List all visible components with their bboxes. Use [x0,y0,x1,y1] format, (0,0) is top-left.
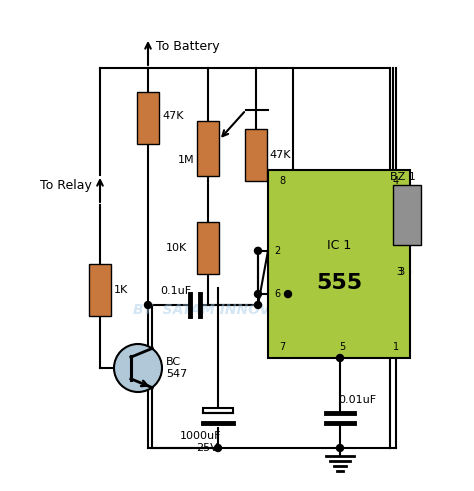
Text: BY  SATAM INNOVATIONS: BY SATAM INNOVATIONS [133,303,327,317]
Bar [245,129,267,181]
Text: To Battery: To Battery [156,39,219,53]
Circle shape [337,444,344,452]
Bar [89,264,111,316]
Text: 7: 7 [279,342,285,352]
Circle shape [337,355,344,361]
Circle shape [255,247,262,254]
Text: 10K: 10K [166,243,187,253]
Text: 4: 4 [393,176,399,186]
Text: 3: 3 [398,267,404,276]
Bar [137,92,159,144]
Text: 47K: 47K [269,150,291,160]
Text: 47K: 47K [162,111,183,121]
Text: 8: 8 [279,176,285,186]
Text: To Relay: To Relay [40,179,92,191]
Text: 6: 6 [274,289,280,299]
Circle shape [255,291,262,298]
Text: 1K: 1K [114,285,128,295]
Text: 5: 5 [339,342,345,352]
Bar [393,185,421,245]
Bar [268,170,410,358]
Text: 0.01uF: 0.01uF [338,395,376,405]
Text: 547: 547 [166,369,187,379]
Circle shape [284,291,292,298]
Text: 1M: 1M [178,155,195,165]
Text: 3: 3 [396,267,402,276]
Text: 555: 555 [316,273,362,293]
Bar [197,222,219,274]
Text: 0.1uF: 0.1uF [160,286,191,296]
Text: 1000uF: 1000uF [180,431,221,441]
Circle shape [215,444,221,452]
Text: 25V: 25V [196,443,218,453]
Text: BC: BC [166,357,181,367]
Circle shape [145,301,152,308]
Text: IC 1: IC 1 [327,239,351,252]
Bar [197,120,219,175]
Bar [203,408,233,413]
Text: BZ 1: BZ 1 [390,172,416,182]
Text: 2: 2 [274,246,280,256]
Circle shape [255,301,262,308]
Circle shape [114,344,162,392]
Text: 1: 1 [393,342,399,352]
